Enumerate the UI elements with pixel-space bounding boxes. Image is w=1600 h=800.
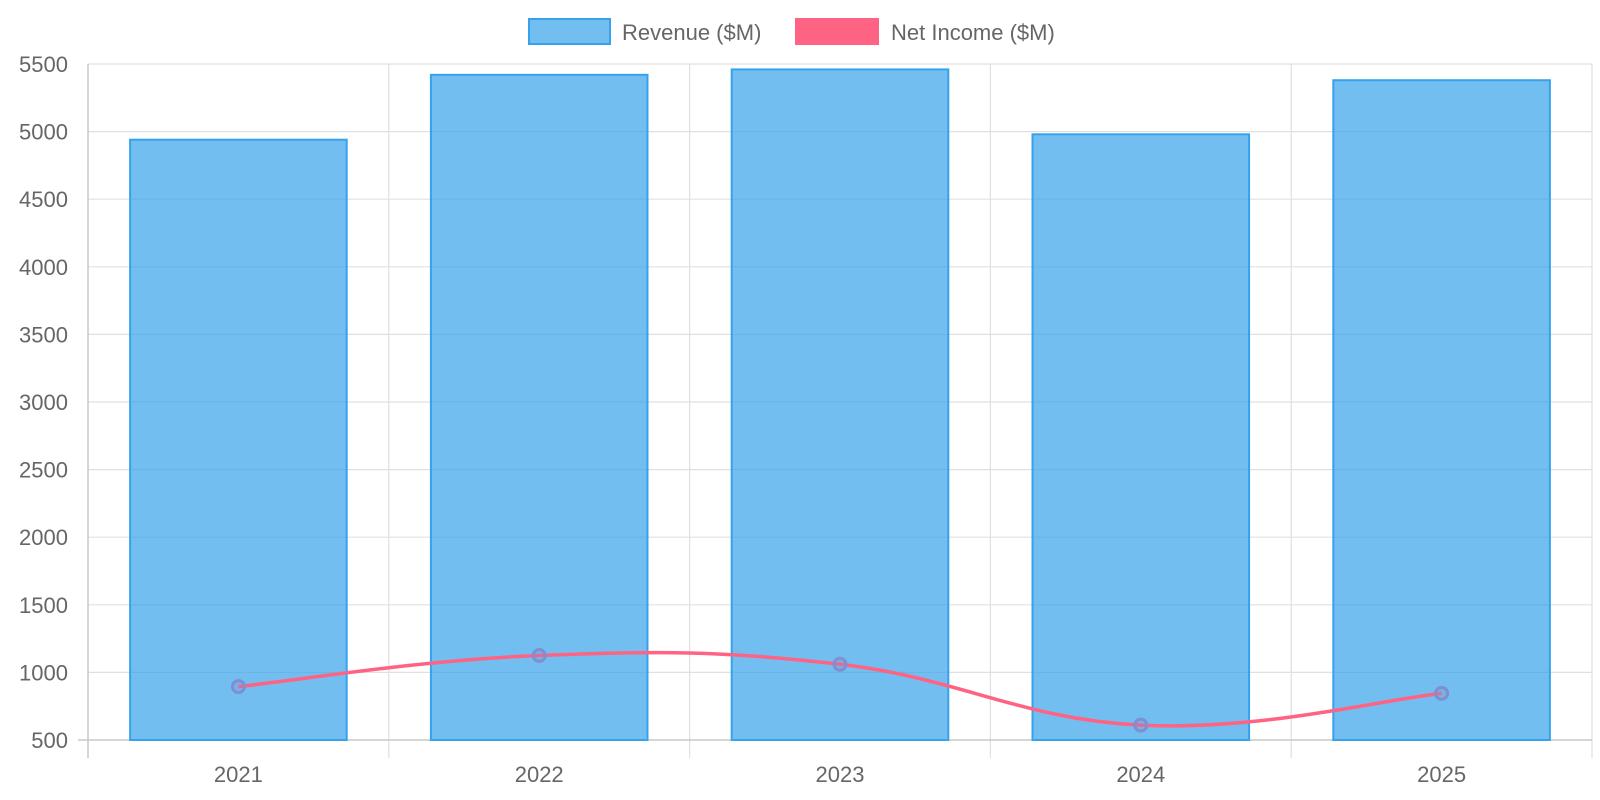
- y-tick-labels: 500 1000 1500 2000 2500 3000 3500 4000 4500 5000 5…: [19, 52, 68, 753]
- y-tick-label: 3500: [19, 322, 68, 347]
- y-tick-label: 4000: [19, 255, 68, 280]
- legend-swatch-revenue[interactable]: [528, 18, 611, 45]
- y-tick-label: 2500: [19, 458, 68, 483]
- y-tick-label: 500: [31, 728, 68, 753]
- legend-label-revenue[interactable]: Revenue ($M): [622, 20, 761, 45]
- net-income-point[interactable]: [1434, 685, 1450, 701]
- y-tick-label: 2000: [19, 525, 68, 550]
- y-tick-label: 5500: [19, 52, 68, 77]
- x-tick-label: 2024: [1116, 762, 1165, 787]
- y-tick-label: 5000: [19, 120, 68, 145]
- revenue-bar[interactable]: [1031, 133, 1251, 741]
- net-income-point[interactable]: [531, 648, 547, 663]
- y-tick-label: 4500: [19, 187, 68, 212]
- revenue-bar[interactable]: [429, 73, 649, 742]
- legend-label-net-income[interactable]: Net Income ($M): [891, 20, 1055, 45]
- net-income-point[interactable]: [832, 656, 848, 672]
- net-income-line-path: [238, 650, 1442, 728]
- x-tick-label: 2021: [214, 762, 263, 787]
- y-tick-label: 1500: [19, 593, 68, 618]
- x-tick-labels: 2021 2022 2023 2024 2025: [214, 762, 1466, 787]
- net-income-point[interactable]: [1133, 717, 1149, 733]
- revenue-bar[interactable]: [129, 138, 348, 742]
- x-tick-label: 2025: [1417, 762, 1466, 787]
- net-income-line: [230, 648, 1450, 733]
- net-income-point[interactable]: [230, 679, 246, 695]
- y-tick-label: 3000: [19, 390, 68, 415]
- legend: Revenue ($M) Net Income ($M): [528, 18, 1055, 45]
- x-tick-label: 2023: [816, 762, 865, 787]
- revenue-bar[interactable]: [730, 68, 950, 741]
- legend-swatch-net-income[interactable]: [795, 18, 879, 45]
- revenue-bar[interactable]: [1332, 79, 1551, 741]
- y-tick-label: 1000: [19, 660, 68, 685]
- x-tick-label: 2022: [515, 762, 564, 787]
- revenue-bars: [129, 68, 1551, 742]
